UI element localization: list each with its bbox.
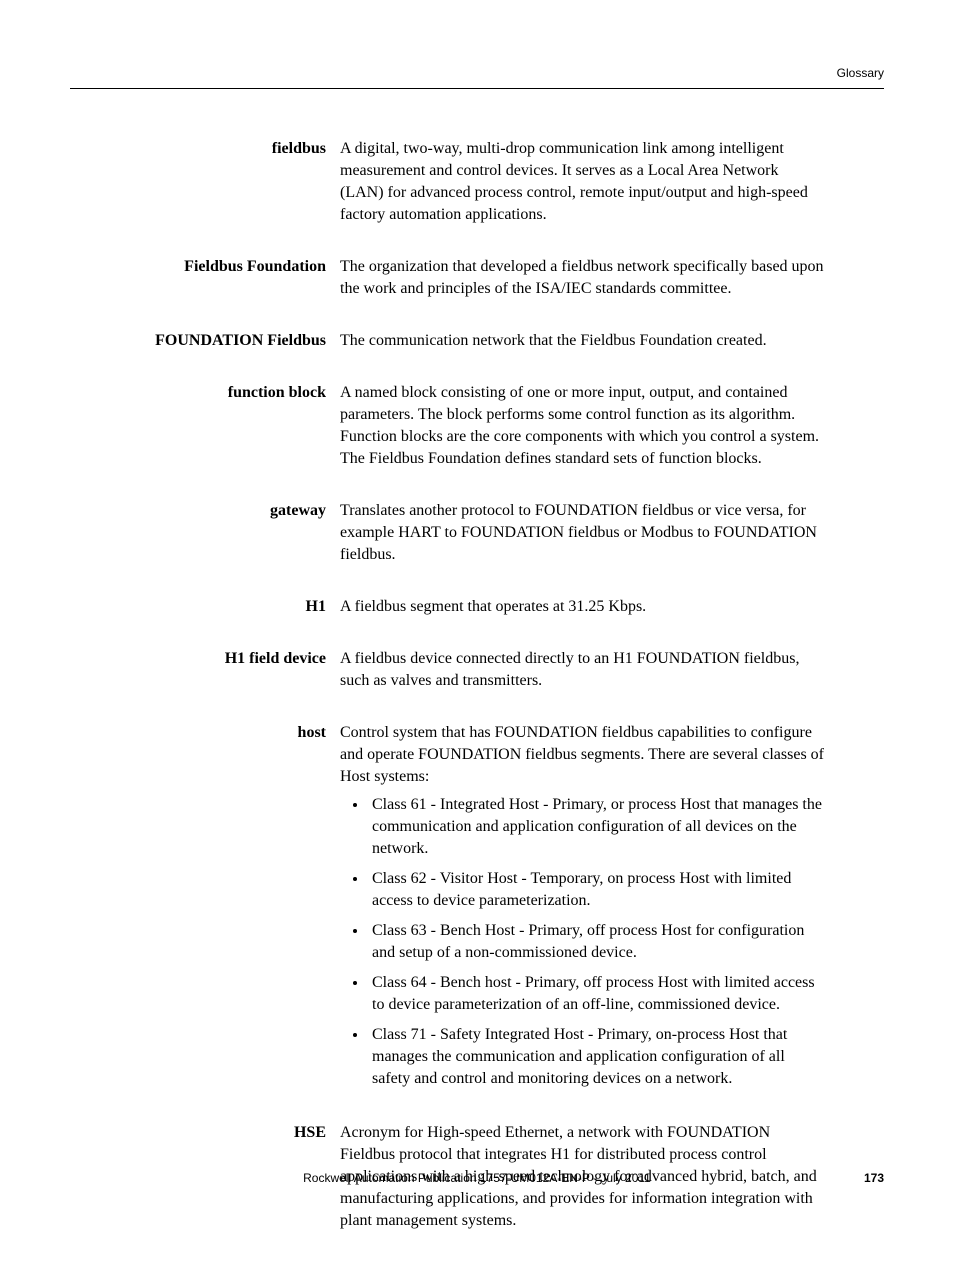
host-classes-list: Class 61 - Integrated Host - Primary, or… [340,794,824,1090]
list-item: Class 62 - Visitor Host - Temporary, on … [368,868,824,912]
term-fieldbus: fieldbus [130,138,340,160]
page: Glossary fieldbus A digital, two-way, mu… [0,0,954,1235]
definition: A fieldbus segment that operates at 31.2… [340,596,824,624]
glossary-entry: host Control system that has FOUNDATION … [130,722,824,1098]
term-gateway: gateway [130,500,340,522]
term-h1: H1 [130,596,340,618]
header-rule [70,88,884,89]
term-hse: HSE [130,1122,340,1144]
definition: The communication network that the Field… [340,330,824,358]
glossary-entry: H1 A fieldbus segment that operates at 3… [130,596,824,624]
term-h1-field-device: H1 field device [130,648,340,670]
definition: Control system that has FOUNDATION field… [340,722,824,1098]
term-fieldbus-foundation: Fieldbus Foundation [130,256,340,278]
glossary-entry: function block A named block consisting … [130,382,824,476]
term-host: host [130,722,340,744]
glossary-content: fieldbus A digital, two-way, multi-drop … [130,138,824,1262]
definition: A fieldbus device connected directly to … [340,648,824,698]
list-item: Class 71 - Safety Integrated Host - Prim… [368,1024,824,1090]
list-item: Class 64 - Bench host - Primary, off pro… [368,972,824,1016]
glossary-entry: gateway Translates another protocol to F… [130,500,824,572]
running-header: Glossary [837,66,884,80]
term-function-block: function block [130,382,340,404]
term-foundation-fieldbus: FOUNDATION Fieldbus [130,330,340,352]
list-item: Class 63 - Bench Host - Primary, off pro… [368,920,824,964]
list-item: Class 61 - Integrated Host - Primary, or… [368,794,824,860]
section-name: Glossary [837,66,884,80]
publication-id: Rockwell Automation Publication 1757-UM0… [303,1171,651,1185]
definition: The organization that developed a fieldb… [340,256,824,306]
glossary-entry: Fieldbus Foundation The organization tha… [130,256,824,306]
definition: A named block consisting of one or more … [340,382,824,476]
glossary-entry: H1 field device A fieldbus device connec… [130,648,824,698]
glossary-entry: FOUNDATION Fieldbus The communication ne… [130,330,824,358]
glossary-entry: fieldbus A digital, two-way, multi-drop … [130,138,824,232]
definition: Translates another protocol to FOUNDATIO… [340,500,824,572]
footer: Rockwell Automation Publication 1757-UM0… [70,1171,884,1185]
definition: A digital, two-way, multi-drop communica… [340,138,824,232]
page-number: 173 [864,1171,884,1185]
